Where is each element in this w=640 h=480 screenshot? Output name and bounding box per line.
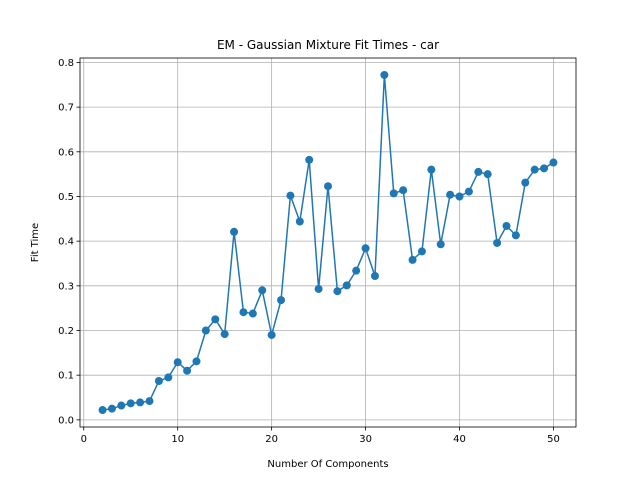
- data-point: [201, 326, 210, 335]
- data-point: [455, 192, 464, 201]
- data-point: [173, 358, 182, 367]
- data-point: [464, 187, 473, 196]
- grid: [80, 58, 576, 427]
- data-point: [474, 167, 483, 176]
- data-point: [333, 287, 342, 296]
- data-point: [258, 286, 267, 295]
- x-tick-label: 40: [453, 434, 466, 445]
- y-tick-label: 0.7: [58, 103, 74, 114]
- x-tick-label: 0: [81, 434, 87, 445]
- data-point: [352, 266, 361, 275]
- data-point: [417, 247, 426, 256]
- y-axis-label: Fit Time: [30, 223, 41, 262]
- data-point: [427, 165, 436, 174]
- data-point: [295, 217, 304, 226]
- chart-title: EM - Gaussian Mixture Fit Times - car: [217, 38, 439, 52]
- data-point: [98, 406, 107, 415]
- series-layer: [98, 70, 558, 415]
- x-axis-label: Number Of Components: [267, 459, 388, 470]
- plot-frame: [79, 57, 577, 428]
- data-point: [183, 366, 192, 375]
- data-point: [164, 373, 173, 382]
- y-tick-label: 0.8: [58, 58, 74, 69]
- data-point: [483, 170, 492, 179]
- data-point: [126, 399, 135, 408]
- data-point: [380, 70, 389, 79]
- data-point: [361, 244, 370, 253]
- data-point: [370, 272, 379, 281]
- y-tick-label: 0.4: [58, 237, 74, 248]
- data-point: [305, 155, 314, 164]
- ticks: 0 10 20 30 40 50 0.0 0.1 0.2 0.3 0.4 0.5 0.6 0.7 0.8: [58, 58, 560, 445]
- data-point: [408, 255, 417, 264]
- data-point: [117, 401, 126, 410]
- data-point: [277, 296, 286, 305]
- data-point: [502, 221, 511, 230]
- data-point: [530, 165, 539, 174]
- data-point: [549, 158, 558, 167]
- x-tick-label: 30: [359, 434, 372, 445]
- data-point: [389, 189, 398, 198]
- data-point: [521, 178, 530, 187]
- data-point: [399, 186, 408, 195]
- y-tick-label: 0.6: [58, 147, 74, 158]
- y-tick-label: 0.0: [58, 415, 74, 426]
- y-tick-label: 0.2: [58, 326, 74, 337]
- x-tick-label: 20: [265, 434, 278, 445]
- data-point: [154, 376, 163, 385]
- data-point: [286, 191, 295, 200]
- x-tick-label: 50: [547, 434, 560, 445]
- y-tick-label: 0.3: [58, 281, 74, 292]
- data-point: [540, 164, 549, 173]
- data-point: [436, 240, 445, 249]
- x-tick-label: 10: [171, 434, 184, 445]
- data-point: [493, 238, 502, 247]
- data-point: [220, 330, 229, 339]
- data-point: [107, 404, 116, 413]
- data-point: [267, 330, 276, 339]
- data-point: [192, 357, 201, 366]
- data-point: [314, 284, 323, 293]
- data-point: [145, 397, 154, 406]
- data-point: [511, 231, 520, 240]
- data-point: [446, 190, 455, 199]
- y-tick-label: 0.1: [58, 371, 74, 382]
- data-point: [324, 182, 332, 191]
- data-point: [230, 227, 239, 236]
- data-point: [136, 398, 145, 407]
- data-point: [248, 309, 257, 318]
- data-point: [342, 281, 351, 290]
- data-point: [211, 315, 220, 324]
- data-point: [239, 308, 248, 317]
- y-tick-label: 0.5: [58, 192, 74, 203]
